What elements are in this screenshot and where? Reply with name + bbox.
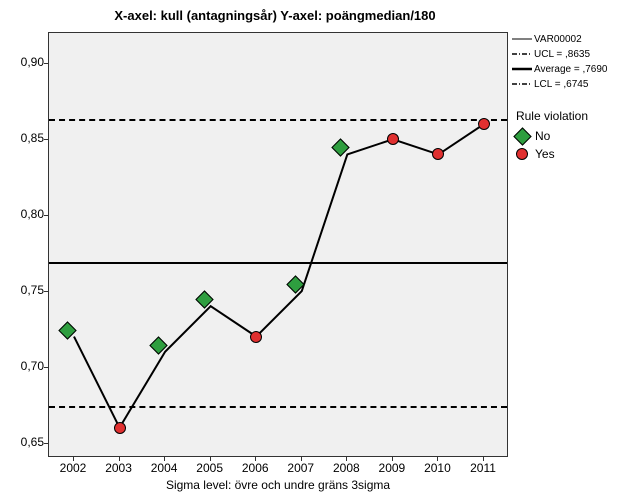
series-line: [49, 33, 509, 458]
data-point: [387, 133, 399, 145]
chart-container: X-axel: kull (antagningsår) Y-axel: poän…: [0, 0, 626, 501]
y-axis: 0,65 0,70 0,75 0,80 0,85 0,90: [0, 32, 46, 457]
legend-marker-item: Yes: [512, 145, 624, 163]
data-point: [204, 300, 217, 313]
data-point: [159, 345, 172, 358]
x-tick-label: 2009: [379, 461, 406, 475]
legend-line-item: UCL = ,8635: [512, 47, 624, 61]
legend-line-item: LCL = ,6745: [512, 77, 624, 91]
legend-line-item: Average = ,7690: [512, 62, 624, 76]
x-tick-label: 2006: [242, 461, 269, 475]
legend-label: LCL = ,6745: [534, 79, 588, 90]
legend-label: VAR00002: [534, 34, 582, 45]
x-tick-label: 2011: [470, 461, 496, 475]
legend-rule-title: Rule violation: [512, 109, 592, 123]
data-point: [68, 330, 81, 343]
legend-label: UCL = ,8635: [534, 49, 590, 60]
legend-label: Yes: [535, 147, 555, 161]
plot-area: [48, 32, 508, 457]
legend-line-item: VAR00002: [512, 32, 624, 46]
y-tick-label: 0,70: [21, 359, 44, 373]
data-point: [341, 148, 354, 161]
x-axis-caption: Sigma level: övre och undre gräns 3sigma: [48, 478, 508, 492]
reference-line: [49, 262, 507, 264]
y-tick-label: 0,85: [21, 131, 44, 145]
data-point: [295, 285, 308, 298]
x-axis: 2002 2003 2004 2005 2006 2007 2008 2009 2010 2011: [48, 457, 508, 477]
x-tick-label: 2007: [287, 461, 314, 475]
x-tick-label: 2002: [60, 461, 87, 475]
data-point: [250, 331, 262, 343]
y-tick-label: 0,80: [21, 207, 44, 221]
reference-line: [49, 406, 507, 408]
chart-title: X-axel: kull (antagningsår) Y-axel: poän…: [40, 8, 510, 23]
y-tick-label: 0,90: [21, 55, 44, 69]
legend-label: Average = ,7690: [534, 64, 608, 75]
legend-marker-item: No: [512, 127, 624, 145]
legend-label: No: [535, 129, 550, 143]
y-tick-label: 0,75: [21, 283, 44, 297]
x-tick-label: 2010: [424, 461, 451, 475]
x-tick-label: 2004: [151, 461, 178, 475]
y-tick-label: 0,65: [21, 435, 44, 449]
x-tick-label: 2003: [105, 461, 132, 475]
legend-area: VAR00002 UCL = ,8635 Average = ,7690 LCL = …: [512, 32, 624, 163]
data-point: [432, 148, 444, 160]
data-point: [478, 118, 490, 130]
x-tick-label: 2005: [196, 461, 223, 475]
reference-line: [49, 119, 507, 121]
x-tick-label: 2008: [333, 461, 360, 475]
data-point: [114, 422, 126, 434]
